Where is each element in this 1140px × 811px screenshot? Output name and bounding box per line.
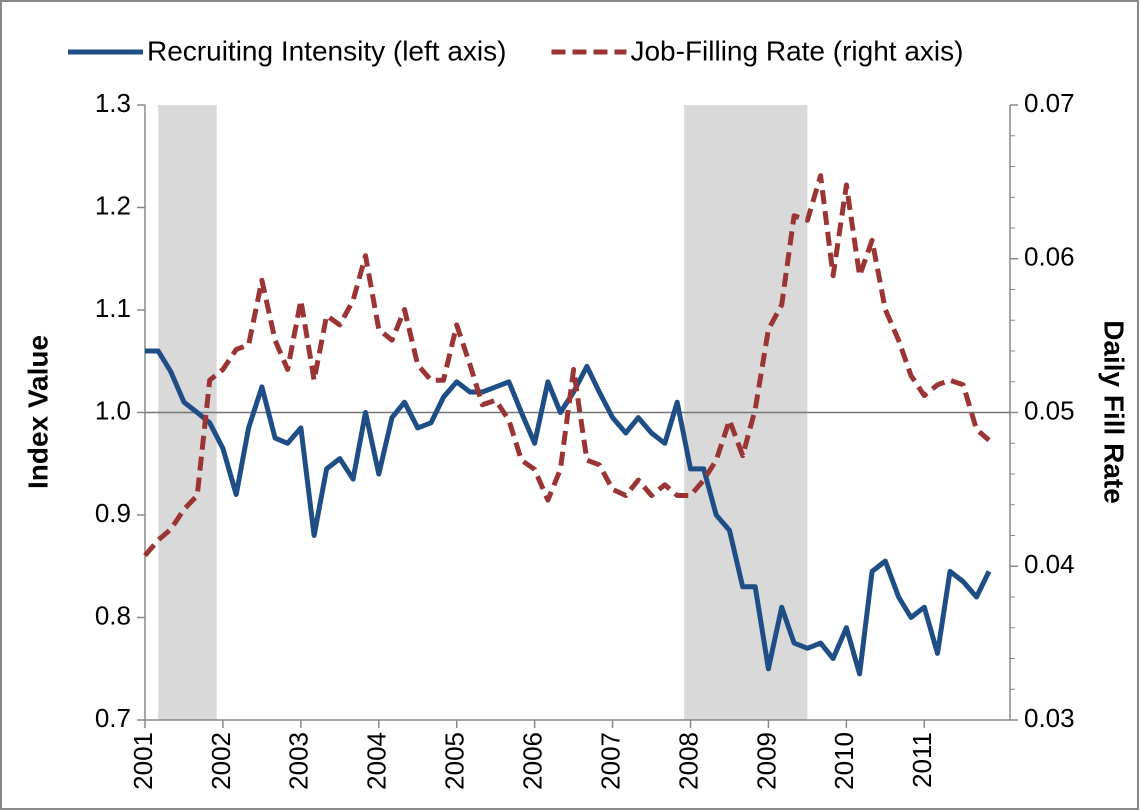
y-axis-title: Index Value [22, 335, 53, 489]
x-tick-label: 2002 [206, 732, 236, 790]
y2-tick-label: 0.07 [1024, 88, 1075, 118]
y-tick-label: 0.7 [95, 703, 131, 733]
y-tick-label: 0.9 [95, 498, 131, 528]
legend-label: Job-Filling Rate (right axis) [630, 35, 963, 66]
x-tick-label: 2001 [128, 732, 158, 790]
x-tick-label: 2007 [595, 732, 625, 790]
y-tick-label: 1.1 [95, 293, 131, 323]
y-tick-label: 1.3 [95, 88, 131, 118]
y2-tick-label: 0.03 [1024, 703, 1075, 733]
y2-axis-title: Daily Fill Rate [1099, 320, 1130, 504]
series-line [143, 173, 991, 558]
x-tick-label: 2005 [440, 732, 470, 790]
y2-tick-label: 0.04 [1024, 549, 1075, 579]
y2-tick-label: 0.06 [1024, 242, 1075, 272]
x-tick-label: 2006 [518, 732, 548, 790]
y-tick-label: 0.8 [95, 600, 131, 630]
x-tick-label: 2004 [362, 732, 392, 790]
x-tick-label: 2003 [284, 732, 314, 790]
y-tick-label: 1.2 [95, 190, 131, 220]
x-tick-label: 2008 [673, 732, 703, 790]
y2-tick-label: 0.05 [1024, 395, 1075, 425]
legend-label: Recruiting Intensity (left axis) [147, 35, 506, 66]
x-tick-label: 2010 [829, 732, 859, 790]
y-tick-label: 1.0 [95, 395, 131, 425]
legend: Recruiting Intensity (left axis) Job-Fill… [68, 35, 963, 66]
x-tick-label: 2011 [907, 732, 937, 788]
x-tick-label: 2009 [751, 732, 781, 790]
